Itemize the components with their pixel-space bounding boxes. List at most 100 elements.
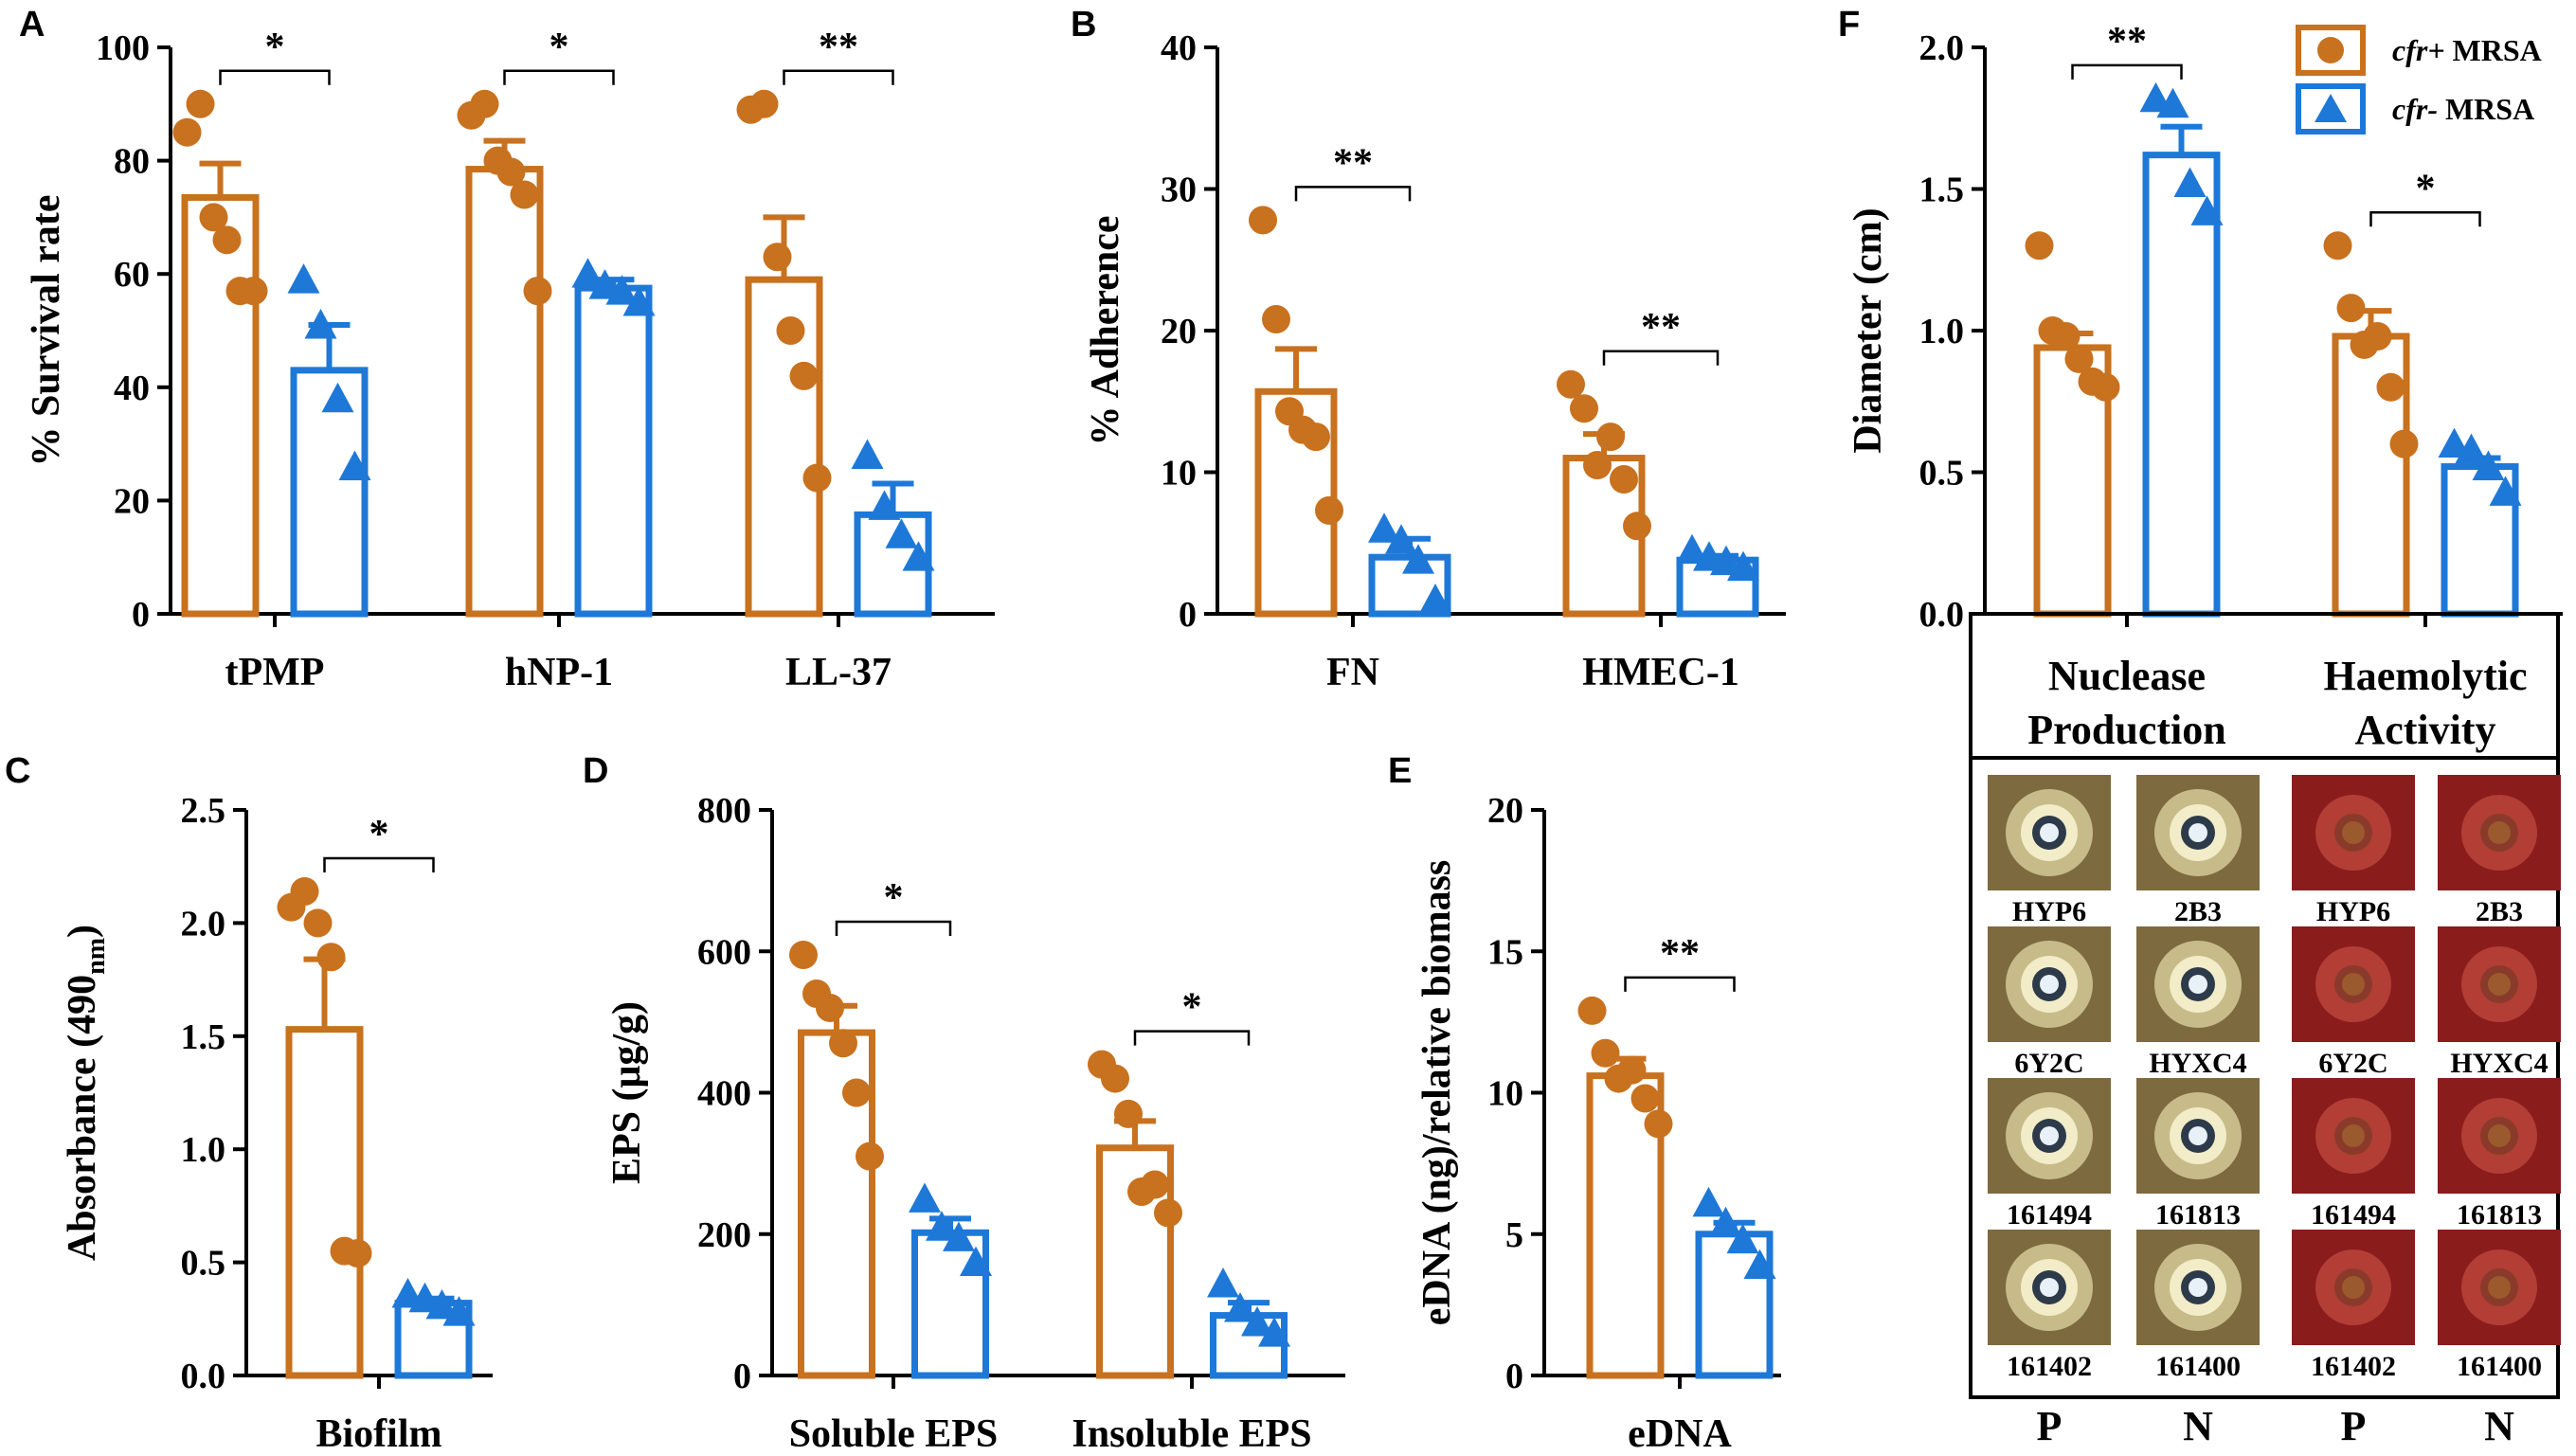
x-tick-label: Insoluble EPS xyxy=(1072,1412,1311,1456)
y-tick-label: 0.0 xyxy=(181,1357,226,1396)
plate-label: 161494 xyxy=(2311,1199,2396,1231)
y-tick-label: 0 xyxy=(733,1357,751,1396)
data-point xyxy=(290,876,319,906)
data-point xyxy=(1302,422,1330,452)
significance-bracket xyxy=(2071,63,2183,80)
data-point xyxy=(321,382,354,413)
data-point xyxy=(943,1221,975,1251)
significance-bracket xyxy=(503,69,615,85)
significance-label: ** xyxy=(1641,306,1681,350)
data-point xyxy=(868,490,901,520)
data-point xyxy=(816,993,844,1022)
y-tick-label: 200 xyxy=(697,1215,751,1255)
significance-bracket xyxy=(783,69,894,85)
y-axis-label: % Survival rate xyxy=(25,195,68,467)
panel-letter: A xyxy=(19,5,45,45)
plate-image xyxy=(1988,775,2111,890)
x-tick-label: Biofilm xyxy=(316,1412,442,1456)
data-point xyxy=(523,277,552,306)
data-point xyxy=(622,286,656,316)
plate-image xyxy=(1988,1078,2111,1194)
plate-label: 6Y2C xyxy=(2014,1048,2083,1079)
plate-image xyxy=(2136,1078,2260,1194)
data-point xyxy=(442,1296,476,1326)
plate-label: 161813 xyxy=(2155,1199,2241,1231)
y-tick-label: 20 xyxy=(114,481,150,521)
significance-bracket xyxy=(323,856,435,872)
data-point xyxy=(2064,344,2094,373)
bar xyxy=(181,193,260,618)
data-point xyxy=(960,1246,992,1277)
significance-bracket xyxy=(1294,186,1412,202)
data-point xyxy=(776,316,805,345)
data-point xyxy=(909,1182,941,1213)
data-point xyxy=(926,1211,958,1241)
data-point xyxy=(212,225,242,255)
panel-letter: D xyxy=(583,751,608,791)
data-point xyxy=(2190,195,2224,225)
plate-image xyxy=(2438,1078,2561,1194)
plate-label: 161400 xyxy=(2457,1351,2542,1382)
data-point xyxy=(1630,1084,1660,1113)
data-point xyxy=(1610,464,1638,494)
y-tick-label: 15 xyxy=(1487,932,1523,972)
significance-label: ** xyxy=(819,26,858,69)
data-point xyxy=(186,89,215,118)
bar xyxy=(285,1026,364,1379)
y-tick-label: 2.5 xyxy=(181,791,226,831)
x-tick-label: Soluble EPS xyxy=(789,1412,999,1456)
significance-label: * xyxy=(884,876,904,920)
data-point xyxy=(304,309,337,339)
plate-label: 161494 xyxy=(2007,1199,2092,1231)
data-point xyxy=(789,361,819,390)
y-tick-label: 0.0 xyxy=(1919,595,1965,635)
colony xyxy=(2488,973,2511,996)
data-point xyxy=(2376,372,2405,402)
data-point xyxy=(1570,394,1598,423)
y-tick-label: 100 xyxy=(96,28,150,68)
plate-label: HYP6 xyxy=(2316,896,2390,927)
column-label: P xyxy=(2341,1403,2367,1449)
data-point xyxy=(470,89,499,118)
data-point xyxy=(1385,524,1417,554)
panel-d: D 0 200 400 600 800 EPS (μg/g) Soluble EPS * Inso… xyxy=(583,751,1345,1456)
plate-label: HYXC4 xyxy=(2450,1048,2548,1079)
data-point xyxy=(2173,167,2207,197)
significance-bracket xyxy=(1624,976,1736,992)
plate-header: Nuclease xyxy=(2048,653,2206,699)
data-point xyxy=(789,940,818,969)
data-point xyxy=(1258,1317,1290,1347)
panel-letter: C xyxy=(5,751,30,791)
plate-label: 161402 xyxy=(2007,1351,2092,1382)
colony xyxy=(2488,821,2511,844)
data-point xyxy=(1596,422,1625,452)
plate-label: 2B3 xyxy=(2174,896,2222,927)
data-point xyxy=(303,908,333,938)
plate-image xyxy=(2292,1230,2415,1345)
significance-label: ** xyxy=(2107,20,2147,63)
data-point xyxy=(851,439,884,470)
data-point xyxy=(2323,231,2352,261)
x-tick-label: tPMP xyxy=(225,651,325,694)
y-tick-label: 40 xyxy=(1161,28,1197,68)
data-point xyxy=(2025,231,2054,261)
well xyxy=(2189,1126,2207,1145)
y-tick-label: 2.0 xyxy=(1919,28,1965,68)
y-tick-label: 1.0 xyxy=(1919,312,1965,351)
data-point xyxy=(571,258,604,288)
x-tick-label: eDNA xyxy=(1628,1412,1732,1456)
plate-label: 2B3 xyxy=(2476,896,2523,927)
data-point xyxy=(343,1239,372,1268)
colony xyxy=(2342,821,2365,844)
plate-image xyxy=(2136,775,2260,890)
significance-label: ** xyxy=(1333,141,1373,185)
x-tick-label: HMEC-1 xyxy=(1582,651,1739,694)
y-tick-label: 40 xyxy=(114,368,150,408)
y-tick-label: 5 xyxy=(1505,1215,1523,1255)
data-point xyxy=(1241,1306,1273,1337)
significance-bracket xyxy=(219,69,331,85)
data-point xyxy=(1101,1064,1129,1093)
data-point xyxy=(2489,476,2522,506)
plate-header: Haemolytic xyxy=(2323,653,2527,699)
